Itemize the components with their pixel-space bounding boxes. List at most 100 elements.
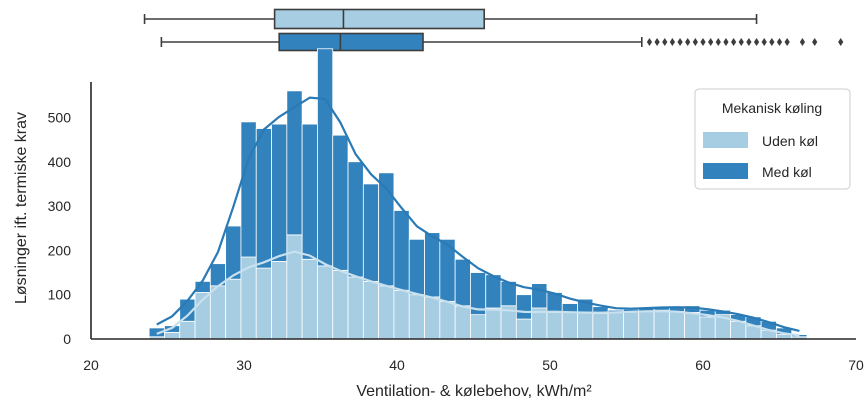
bar-uden-kol xyxy=(454,305,471,340)
legend: Mekanisk køling Uden køl Med køl xyxy=(694,88,851,190)
bar-med-kol xyxy=(454,258,471,307)
bar-uden-kol xyxy=(225,278,242,340)
y-tick-label: 400 xyxy=(48,154,72,170)
bar-uden-kol xyxy=(668,311,686,340)
marginal-boxplots xyxy=(143,8,844,52)
bar-med-kol xyxy=(301,123,318,260)
legend-label-uden-kol: Uden køl xyxy=(762,133,818,149)
bar-uden-kol xyxy=(730,320,747,340)
bar-uden-kol xyxy=(301,258,318,340)
bar-uden-kol xyxy=(393,289,410,340)
outlier-point xyxy=(662,38,668,46)
bar-uden-kol xyxy=(699,316,716,340)
bar-med-kol xyxy=(271,123,288,262)
x-axis-label: Ventilation- & kølebehov, kWh/m² xyxy=(356,383,592,400)
outlier-point xyxy=(731,38,737,46)
bar-med-kol xyxy=(317,48,334,267)
legend-title: Mekanisk køling xyxy=(722,100,822,116)
y-axis-label: Løsninger ift. termiske krav xyxy=(13,112,30,304)
bar-uden-kol xyxy=(592,312,609,340)
kde-uden-kol xyxy=(156,250,800,337)
bar-med-kol xyxy=(500,280,517,307)
outlier-point xyxy=(723,38,729,46)
bar-med-kol xyxy=(393,210,410,291)
outlier-point xyxy=(838,38,844,46)
legend-swatch-med-kol xyxy=(703,163,748,179)
x-tick-label: 60 xyxy=(695,357,711,373)
outlier-point xyxy=(685,38,691,46)
bar-uden-kol xyxy=(378,285,395,340)
bar-uden-kol xyxy=(347,276,364,340)
outlier-point xyxy=(738,38,744,46)
y-tick-label: 0 xyxy=(63,331,71,347)
bar-uden-kol xyxy=(623,311,640,340)
y-tick-label: 100 xyxy=(48,287,72,303)
outlier-point xyxy=(812,38,818,46)
bar-med-kol xyxy=(485,274,502,309)
bar-uden-kol xyxy=(515,318,533,340)
histogram-bars xyxy=(148,48,808,340)
bar-uden-kol xyxy=(439,300,456,340)
outlier-point xyxy=(692,38,698,46)
legend-swatch-uden-kol xyxy=(703,132,748,148)
bar-uden-kol xyxy=(209,285,227,340)
bar-uden-kol xyxy=(271,261,288,340)
bar-uden-kol xyxy=(485,307,502,340)
bar-uden-kol xyxy=(577,312,594,340)
legend-label-med-kol: Med køl xyxy=(762,164,812,180)
outlier-point xyxy=(799,38,806,46)
x-tick-label: 30 xyxy=(236,357,252,373)
outlier-point xyxy=(761,38,767,46)
outlier-point xyxy=(776,38,783,46)
bar-uden-kol xyxy=(607,312,624,340)
bar-uden-kol xyxy=(362,280,380,340)
axes xyxy=(90,82,856,340)
outlier-point xyxy=(677,38,683,46)
bar-uden-kol xyxy=(638,311,655,340)
bar-med-kol xyxy=(255,128,272,269)
outlier-point xyxy=(708,38,714,46)
outlier-point xyxy=(753,38,760,46)
x-tick-labels: 20 30 40 50 60 70 xyxy=(83,357,864,373)
kde-med-kol xyxy=(156,96,800,332)
outlier-point xyxy=(769,38,775,46)
iqr-box xyxy=(278,32,424,52)
bar-uden-kol xyxy=(408,294,425,340)
bar-uden-kol xyxy=(546,312,563,340)
bar-uden-kol xyxy=(424,296,441,340)
bar-uden-kol xyxy=(561,312,578,340)
outlier-point xyxy=(646,38,653,46)
bar-uden-kol xyxy=(164,331,181,340)
x-tick-label: 70 xyxy=(848,357,864,373)
x-tick-label: 40 xyxy=(389,357,405,373)
x-tick-label: 50 xyxy=(542,357,558,373)
iqr-box xyxy=(273,8,486,30)
bar-uden-kol xyxy=(470,314,487,340)
bar-med-kol xyxy=(531,283,548,309)
kde-curves xyxy=(156,96,800,337)
bar-med-kol xyxy=(286,90,303,236)
y-tick-label: 200 xyxy=(48,242,72,258)
bar-uden-kol xyxy=(332,269,349,340)
outlier-point xyxy=(715,38,721,46)
bar-uden-kol xyxy=(317,265,334,340)
outlier-point xyxy=(746,38,752,46)
bar-uden-kol xyxy=(653,309,670,340)
boxplot-uden-kol xyxy=(143,8,758,30)
y-tick-labels: 0 100 200 300 400 500 xyxy=(48,109,72,347)
outlier-point xyxy=(669,38,675,46)
outlier-point xyxy=(700,38,706,46)
outlier-point xyxy=(654,38,660,46)
x-tick-label: 20 xyxy=(83,357,99,373)
bar-med-kol xyxy=(225,225,242,280)
bar-med-kol xyxy=(408,238,425,296)
bar-med-kol xyxy=(515,294,533,320)
boxplot-med-kol xyxy=(160,32,844,52)
bar-uden-kol xyxy=(684,312,701,340)
bar-med-kol xyxy=(240,121,257,258)
bar-med-kol xyxy=(332,134,349,271)
bar-med-kol xyxy=(424,232,441,298)
outlier-point xyxy=(784,38,790,46)
bar-uden-kol xyxy=(255,267,272,340)
